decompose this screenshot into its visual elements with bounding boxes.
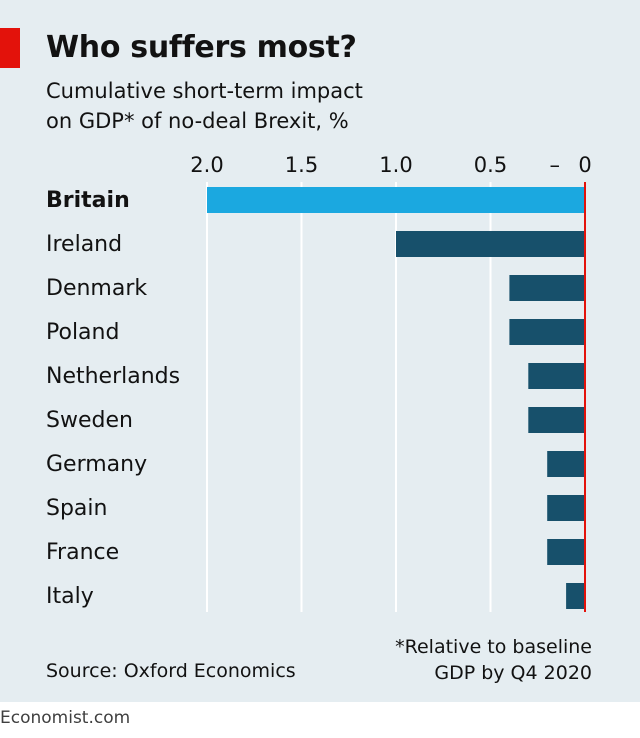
category-label: Netherlands (46, 364, 180, 389)
bar (547, 495, 585, 521)
x-tick-label: 0.5 (474, 153, 507, 177)
x-axis-minus-sign: – (550, 153, 561, 177)
bar (547, 451, 585, 477)
category-label: Ireland (46, 232, 122, 257)
category-label: Spain (46, 496, 107, 521)
footnote: *Relative to baseline GDP by Q4 2020 (395, 634, 592, 686)
bar (396, 231, 585, 257)
x-tick-label: 0 (578, 153, 591, 177)
subtitle-line-1: Cumulative short-term impact (46, 79, 363, 103)
category-label: Germany (46, 452, 147, 477)
footnote-line-2: GDP by Q4 2020 (434, 662, 592, 684)
bar (528, 407, 585, 433)
bar-chart: 2.0 1.5 1.0 0.5 0– Britain Ireland Denmark Polan… (46, 153, 592, 612)
bar (528, 363, 585, 389)
x-tick-label: 2.0 (190, 153, 223, 177)
chart-panel (0, 0, 640, 702)
category-label: Italy (46, 584, 94, 609)
bar (207, 187, 585, 213)
bar (547, 539, 585, 565)
source-note: Source: Oxford Economics (46, 660, 296, 682)
x-tick-label: 1.5 (285, 153, 318, 177)
bar (566, 583, 585, 609)
category-label: Denmark (46, 276, 147, 301)
subtitle-line-2: on GDP* of no-deal Brexit, % (46, 109, 349, 133)
bar (509, 319, 585, 345)
chart-subtitle: Cumulative short-term impact on GDP* of … (46, 76, 606, 136)
brand-label: Economist.com (0, 708, 131, 728)
category-label: Poland (46, 320, 119, 345)
footnote-line-1: *Relative to baseline (395, 636, 592, 658)
chart-title: Who suffers most? (46, 30, 357, 65)
brand-tag (0, 28, 20, 68)
category-label: Britain (46, 188, 130, 213)
bar (509, 275, 585, 301)
category-label: Sweden (46, 408, 133, 433)
x-tick-label: 1.0 (379, 153, 412, 177)
category-label: France (46, 540, 119, 565)
